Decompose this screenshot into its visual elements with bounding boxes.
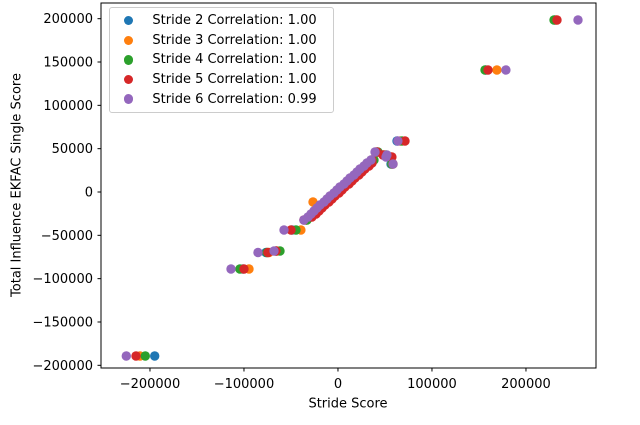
y-tick-label: −200000 xyxy=(32,359,93,374)
legend-marker-icon xyxy=(124,16,134,26)
x-tick-label: −100000 xyxy=(214,377,275,392)
legend-item-stride-3: Stride 3 Correlation: 1.00 xyxy=(110,31,333,51)
data-point xyxy=(253,247,263,258)
legend-item-stride-5: Stride 5 Correlation: 1.00 xyxy=(110,70,333,90)
data-point xyxy=(140,351,150,361)
data-point xyxy=(131,351,141,361)
data-point xyxy=(483,65,493,75)
x-tick-label: 0 xyxy=(334,377,342,392)
x-tick-label: 100000 xyxy=(407,377,457,392)
y-tick-label: −50000 xyxy=(41,229,93,244)
legend-label: Stride 6 Correlation: 0.99 xyxy=(152,91,317,107)
y-tick-label: 50000 xyxy=(52,142,93,157)
y-tick-label: 200000 xyxy=(43,12,93,27)
data-point xyxy=(121,351,131,361)
data-point xyxy=(366,155,376,165)
y-axis-label: Total Influence EKFAC Single Score xyxy=(9,73,25,297)
legend-marker-icon xyxy=(124,94,134,104)
legend-label: Stride 5 Correlation: 1.00 xyxy=(152,72,317,88)
scatter-series-stride-6 xyxy=(121,15,583,361)
data-point xyxy=(269,246,279,256)
legend-label: Stride 4 Correlation: 1.00 xyxy=(152,52,317,68)
legend-item-stride-6: Stride 6 Correlation: 0.99 xyxy=(110,89,333,109)
x-tick-label: −200000 xyxy=(120,377,181,392)
y-tick-label: 0 xyxy=(85,185,93,200)
legend-marker-icon xyxy=(124,35,134,46)
data-point xyxy=(370,147,380,157)
data-point xyxy=(573,15,583,25)
y-tick-label: 150000 xyxy=(43,56,93,71)
legend-item-stride-4: Stride 4 Correlation: 1.00 xyxy=(110,50,333,70)
legend-label: Stride 3 Correlation: 1.00 xyxy=(152,32,317,48)
x-axis-label: Stride Score xyxy=(308,396,388,412)
legend: Stride 2 Correlation: 1.00 Stride 3 Corre… xyxy=(109,7,334,113)
data-point xyxy=(388,159,398,169)
legend-item-stride-2: Stride 2 Correlation: 1.00 xyxy=(110,11,333,31)
x-tick-label: 200000 xyxy=(501,377,551,392)
y-tick-label: −150000 xyxy=(32,315,93,330)
data-point xyxy=(286,225,296,235)
data-point xyxy=(400,136,410,146)
y-tick-label: 100000 xyxy=(43,99,93,114)
data-point xyxy=(492,65,502,75)
data-point xyxy=(226,264,236,274)
data-point xyxy=(501,65,511,75)
data-point xyxy=(150,351,160,361)
legend-label: Stride 2 Correlation: 1.00 xyxy=(152,13,317,29)
axes-frame xyxy=(100,2,597,369)
data-point xyxy=(393,136,403,146)
data-point xyxy=(552,15,562,25)
data-point xyxy=(239,264,249,274)
data-point xyxy=(279,225,289,235)
data-point xyxy=(381,152,391,162)
legend-marker-icon xyxy=(124,55,134,65)
legend-marker-icon xyxy=(124,74,134,85)
y-tick-label: −100000 xyxy=(32,272,93,287)
